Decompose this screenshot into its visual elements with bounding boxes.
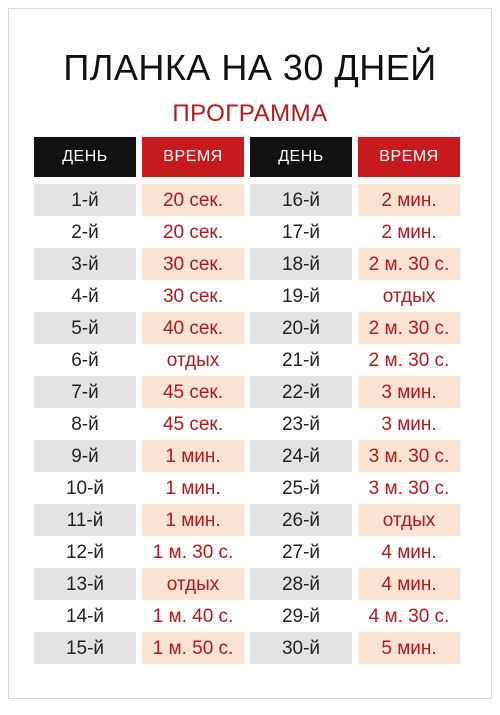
time-cell: 30 сек. (142, 280, 244, 312)
time-cell: 45 сек. (142, 408, 244, 440)
header-time-right: ВРЕМЯ (358, 137, 460, 177)
table-row: 10-й 1 мин. 25-й 3 м. 30 с. (34, 472, 468, 504)
page-subtitle: ПРОГРАММА (172, 100, 328, 127)
time-cell: 1 м. 40 с. (142, 600, 244, 632)
time-cell: 40 сек. (142, 312, 244, 344)
day-cell: 17-й (250, 216, 352, 248)
day-cell: 10-й (34, 472, 136, 504)
time-cell: 4 мин. (358, 568, 460, 600)
table-header-row: ДЕНЬ ВРЕМЯ ДЕНЬ ВРЕМЯ (34, 137, 468, 177)
day-cell: 25-й (250, 472, 352, 504)
day-cell: 5-й (34, 312, 136, 344)
time-cell: 1 м. 50 с. (142, 632, 244, 664)
day-cell: 11-й (34, 504, 136, 536)
table-row: 4-й 30 сек. 19-й отдых (34, 280, 468, 312)
day-cell: 7-й (34, 376, 136, 408)
time-cell: отдых (142, 344, 244, 376)
time-cell: 1 мин. (142, 472, 244, 504)
time-cell: 5 мин. (358, 632, 460, 664)
day-cell: 21-й (250, 344, 352, 376)
page-title: ПЛАНКА НА 30 ДНЕЙ (63, 47, 437, 88)
table-row: 2-й 20 сек. 17-й 2 мин. (34, 216, 468, 248)
time-cell: 2 м. 30 с. (358, 248, 460, 280)
table-row: 13-й отдых 28-й 4 мин. (34, 568, 468, 600)
time-cell: отдых (358, 280, 460, 312)
header-day-right: ДЕНЬ (250, 137, 352, 177)
day-cell: 28-й (250, 568, 352, 600)
day-cell: 30-й (250, 632, 352, 664)
time-cell: 45 сек. (142, 376, 244, 408)
time-cell: 1 м. 30 с. (142, 536, 244, 568)
table-row: 1-й 20 сек. 16-й 2 мин. (34, 184, 468, 216)
table-row: 9-й 1 мин. 24-й 3 м. 30 с. (34, 440, 468, 472)
table-row: 14-й 1 м. 40 с. 29-й 4 м. 30 с. (34, 600, 468, 632)
day-cell: 16-й (250, 184, 352, 216)
time-cell: 3 м. 30 с. (358, 440, 460, 472)
table-row: 5-й 40 сек. 20-й 2 м. 30 с. (34, 312, 468, 344)
day-cell: 22-й (250, 376, 352, 408)
header-time-left: ВРЕМЯ (142, 137, 244, 177)
time-cell: 3 мин. (358, 376, 460, 408)
day-cell: 29-й (250, 600, 352, 632)
day-cell: 20-й (250, 312, 352, 344)
time-cell: 2 мин. (358, 216, 460, 248)
time-cell: 1 мин. (142, 504, 244, 536)
table-body: 1-й 20 сек. 16-й 2 мин. 2-й 20 сек. 17-й 2 мин.… (34, 184, 468, 664)
day-cell: 9-й (34, 440, 136, 472)
time-cell: 4 м. 30 с. (358, 600, 460, 632)
table-row: 3-й 30 сек. 18-й 2 м. 30 с. (34, 248, 468, 280)
time-cell: 3 м. 30 с. (358, 472, 460, 504)
day-cell: 15-й (34, 632, 136, 664)
time-cell: 3 мин. (358, 408, 460, 440)
time-cell: отдых (358, 504, 460, 536)
day-cell: 4-й (34, 280, 136, 312)
table-row: 6-й отдых 21-й 2 м. 30 с. (34, 344, 468, 376)
header-day-left: ДЕНЬ (34, 137, 136, 177)
time-cell: 20 сек. (142, 216, 244, 248)
day-cell: 6-й (34, 344, 136, 376)
day-cell: 12-й (34, 536, 136, 568)
day-cell: 26-й (250, 504, 352, 536)
time-cell: 20 сек. (142, 184, 244, 216)
schedule-table: ДЕНЬ ВРЕМЯ ДЕНЬ ВРЕМЯ 1-й 20 сек. 16-й 2 ми… (34, 137, 468, 664)
day-cell: 8-й (34, 408, 136, 440)
time-cell: 2 мин. (358, 184, 460, 216)
day-cell: 18-й (250, 248, 352, 280)
time-cell: 4 мин. (358, 536, 460, 568)
day-cell: 3-й (34, 248, 136, 280)
day-cell: 24-й (250, 440, 352, 472)
table-row: 11-й 1 мин. 26-й отдых (34, 504, 468, 536)
table-row: 12-й 1 м. 30 с. 27-й 4 мин. (34, 536, 468, 568)
table-row: 15-й 1 м. 50 с. 30-й 5 мин. (34, 632, 468, 664)
day-cell: 2-й (34, 216, 136, 248)
day-cell: 14-й (34, 600, 136, 632)
plank-program-sheet: ПЛАНКА НА 30 ДНЕЙ ПРОГРАММА ДЕНЬ ВРЕМЯ Д… (8, 8, 492, 699)
day-cell: 13-й (34, 568, 136, 600)
day-cell: 19-й (250, 280, 352, 312)
day-cell: 23-й (250, 408, 352, 440)
time-cell: отдых (142, 568, 244, 600)
time-cell: 2 м. 30 с. (358, 312, 460, 344)
time-cell: 2 м. 30 с. (358, 344, 460, 376)
table-row: 7-й 45 сек. 22-й 3 мин. (34, 376, 468, 408)
table-row: 8-й 45 сек. 23-й 3 мин. (34, 408, 468, 440)
time-cell: 30 сек. (142, 248, 244, 280)
day-cell: 1-й (34, 184, 136, 216)
time-cell: 1 мин. (142, 440, 244, 472)
day-cell: 27-й (250, 536, 352, 568)
